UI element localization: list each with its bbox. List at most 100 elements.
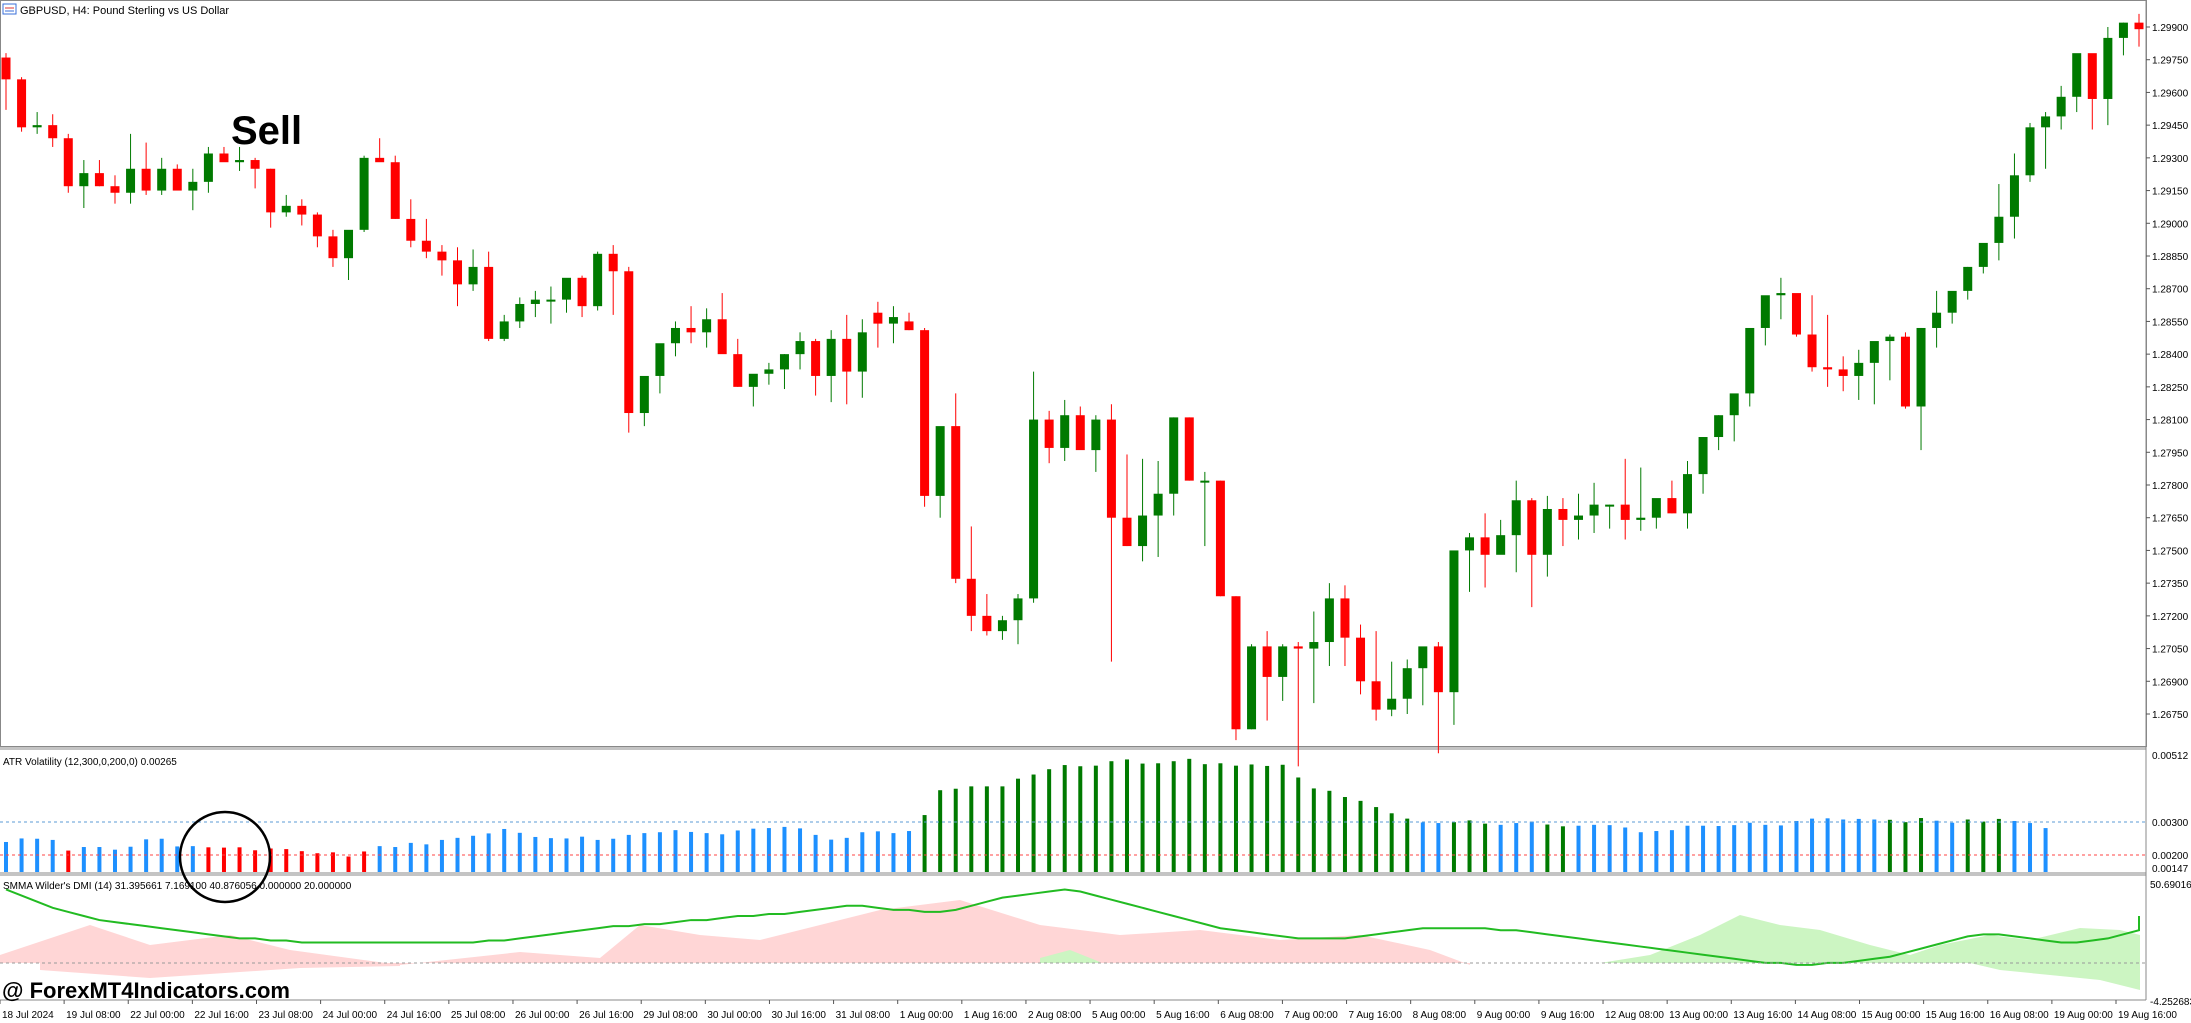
atr-bar xyxy=(1420,822,1425,872)
candle-bull xyxy=(468,266,478,285)
atr-bar xyxy=(1701,825,1706,872)
atr-bar xyxy=(938,790,943,872)
dmi-minus-cloud xyxy=(40,963,400,978)
atr-bar xyxy=(1093,765,1098,872)
candle-bull xyxy=(1947,290,1957,313)
atr-bar xyxy=(1265,765,1270,872)
candle-bear xyxy=(1838,369,1848,376)
atr-bar xyxy=(689,831,694,872)
atr-bar xyxy=(1981,821,1986,872)
atr-bar xyxy=(2012,820,2017,872)
candle-bear xyxy=(966,578,976,616)
sell-signal-label: Sell xyxy=(231,109,302,153)
candle-bull xyxy=(2118,22,2128,38)
atr-bar xyxy=(1187,758,1192,872)
candle-bear xyxy=(1044,419,1054,448)
candle-bear xyxy=(172,168,182,191)
dmi-plus-cloud xyxy=(1600,915,2140,990)
time-tick-label: 23 Jul 08:00 xyxy=(258,1010,313,1021)
atr-bar xyxy=(984,786,989,872)
atr-bar xyxy=(424,844,429,872)
atr-bar xyxy=(1498,824,1503,872)
atr-bar xyxy=(502,828,507,872)
candle-bear xyxy=(297,205,307,215)
candle-bull xyxy=(157,168,167,191)
atr-bar xyxy=(175,846,180,872)
atr-panel-title: ATR Volatility (12,300,0,200,0) 0.00265 xyxy=(3,757,177,768)
chart-title: GBPUSD, H4: Pound Sterling vs US Dollar xyxy=(20,5,229,17)
atr-bar xyxy=(798,828,803,872)
atr-bar xyxy=(1405,818,1410,872)
atr-bar xyxy=(1529,821,1534,872)
candle-bull xyxy=(1511,500,1521,536)
atr-bar xyxy=(1109,761,1114,872)
candle-bull xyxy=(1994,216,2004,243)
price-tick-label: 1.29750 xyxy=(2152,56,2189,67)
atr-bar xyxy=(1140,763,1145,872)
time-tick-label: 31 Jul 08:00 xyxy=(836,1010,891,1021)
candle-bear xyxy=(904,321,914,331)
candle-bear xyxy=(1184,417,1194,481)
candle-bear xyxy=(250,160,260,169)
symbol-header: GBPUSD, H4: Pound Sterling vs US Dollar xyxy=(2,3,229,17)
atr-bar xyxy=(1296,777,1301,872)
atr-bar xyxy=(1171,761,1176,872)
candle-bull xyxy=(1060,415,1070,448)
candle-bull xyxy=(235,160,245,163)
atr-bar xyxy=(1732,825,1737,872)
atr-bar xyxy=(144,839,149,872)
main-price-pane[interactable] xyxy=(0,0,2147,747)
atr-bar xyxy=(1280,764,1285,872)
candle-bull xyxy=(935,426,945,496)
atr-bar xyxy=(1887,819,1892,872)
atr-bar xyxy=(1778,825,1783,872)
candle-bull xyxy=(344,229,354,259)
atr-bar xyxy=(704,833,709,872)
candle-bull xyxy=(1091,419,1101,451)
candle-bear xyxy=(608,253,618,272)
candle-bull xyxy=(2025,127,2035,176)
candle-bull xyxy=(546,299,556,302)
candle-bull xyxy=(748,373,758,387)
candle-bear xyxy=(328,236,338,259)
atr-bar xyxy=(408,842,413,872)
candle-bear xyxy=(2134,22,2144,30)
candle-bear xyxy=(1215,480,1225,597)
atr-bar xyxy=(97,847,102,872)
atr-bar xyxy=(1218,763,1223,872)
candle-bear xyxy=(951,426,961,579)
candle-bull xyxy=(1013,598,1023,621)
atr-bar xyxy=(875,831,880,872)
atr-bar xyxy=(284,849,289,872)
candle-bear xyxy=(219,153,229,163)
atr-bar xyxy=(19,838,24,872)
highlight-circle xyxy=(178,810,272,904)
candle-bull xyxy=(1153,493,1163,516)
candle-bear xyxy=(1340,598,1350,638)
atr-bar xyxy=(735,830,740,872)
time-tick-label: 5 Aug 16:00 xyxy=(1156,1010,1210,1021)
atr-bar xyxy=(1078,766,1083,872)
candle-bull xyxy=(1932,312,1942,328)
atr-bar xyxy=(1233,765,1238,872)
atr-bar xyxy=(533,836,538,872)
atr-bar xyxy=(439,839,444,872)
candle-bear xyxy=(1667,498,1677,514)
dmi-minus-cloud xyxy=(0,900,1470,965)
time-tick-label: 26 Jul 00:00 xyxy=(515,1010,570,1021)
atr-bar xyxy=(1685,825,1690,872)
time-tick-label: 14 Aug 08:00 xyxy=(1797,1010,1856,1021)
candle-bear xyxy=(811,341,821,376)
candle-bull xyxy=(359,157,369,230)
candle-bull xyxy=(1387,698,1397,710)
price-tick-label: 1.27350 xyxy=(2152,579,2189,590)
atr-bar xyxy=(4,841,8,872)
candle-bear xyxy=(17,79,27,128)
price-tick-label: 1.28250 xyxy=(2152,383,2189,394)
atr-bar xyxy=(1249,764,1254,872)
atr-bar xyxy=(1903,822,1908,872)
candle-bull xyxy=(779,354,789,370)
atr-bar xyxy=(1825,818,1830,872)
atr-bar xyxy=(315,853,320,872)
